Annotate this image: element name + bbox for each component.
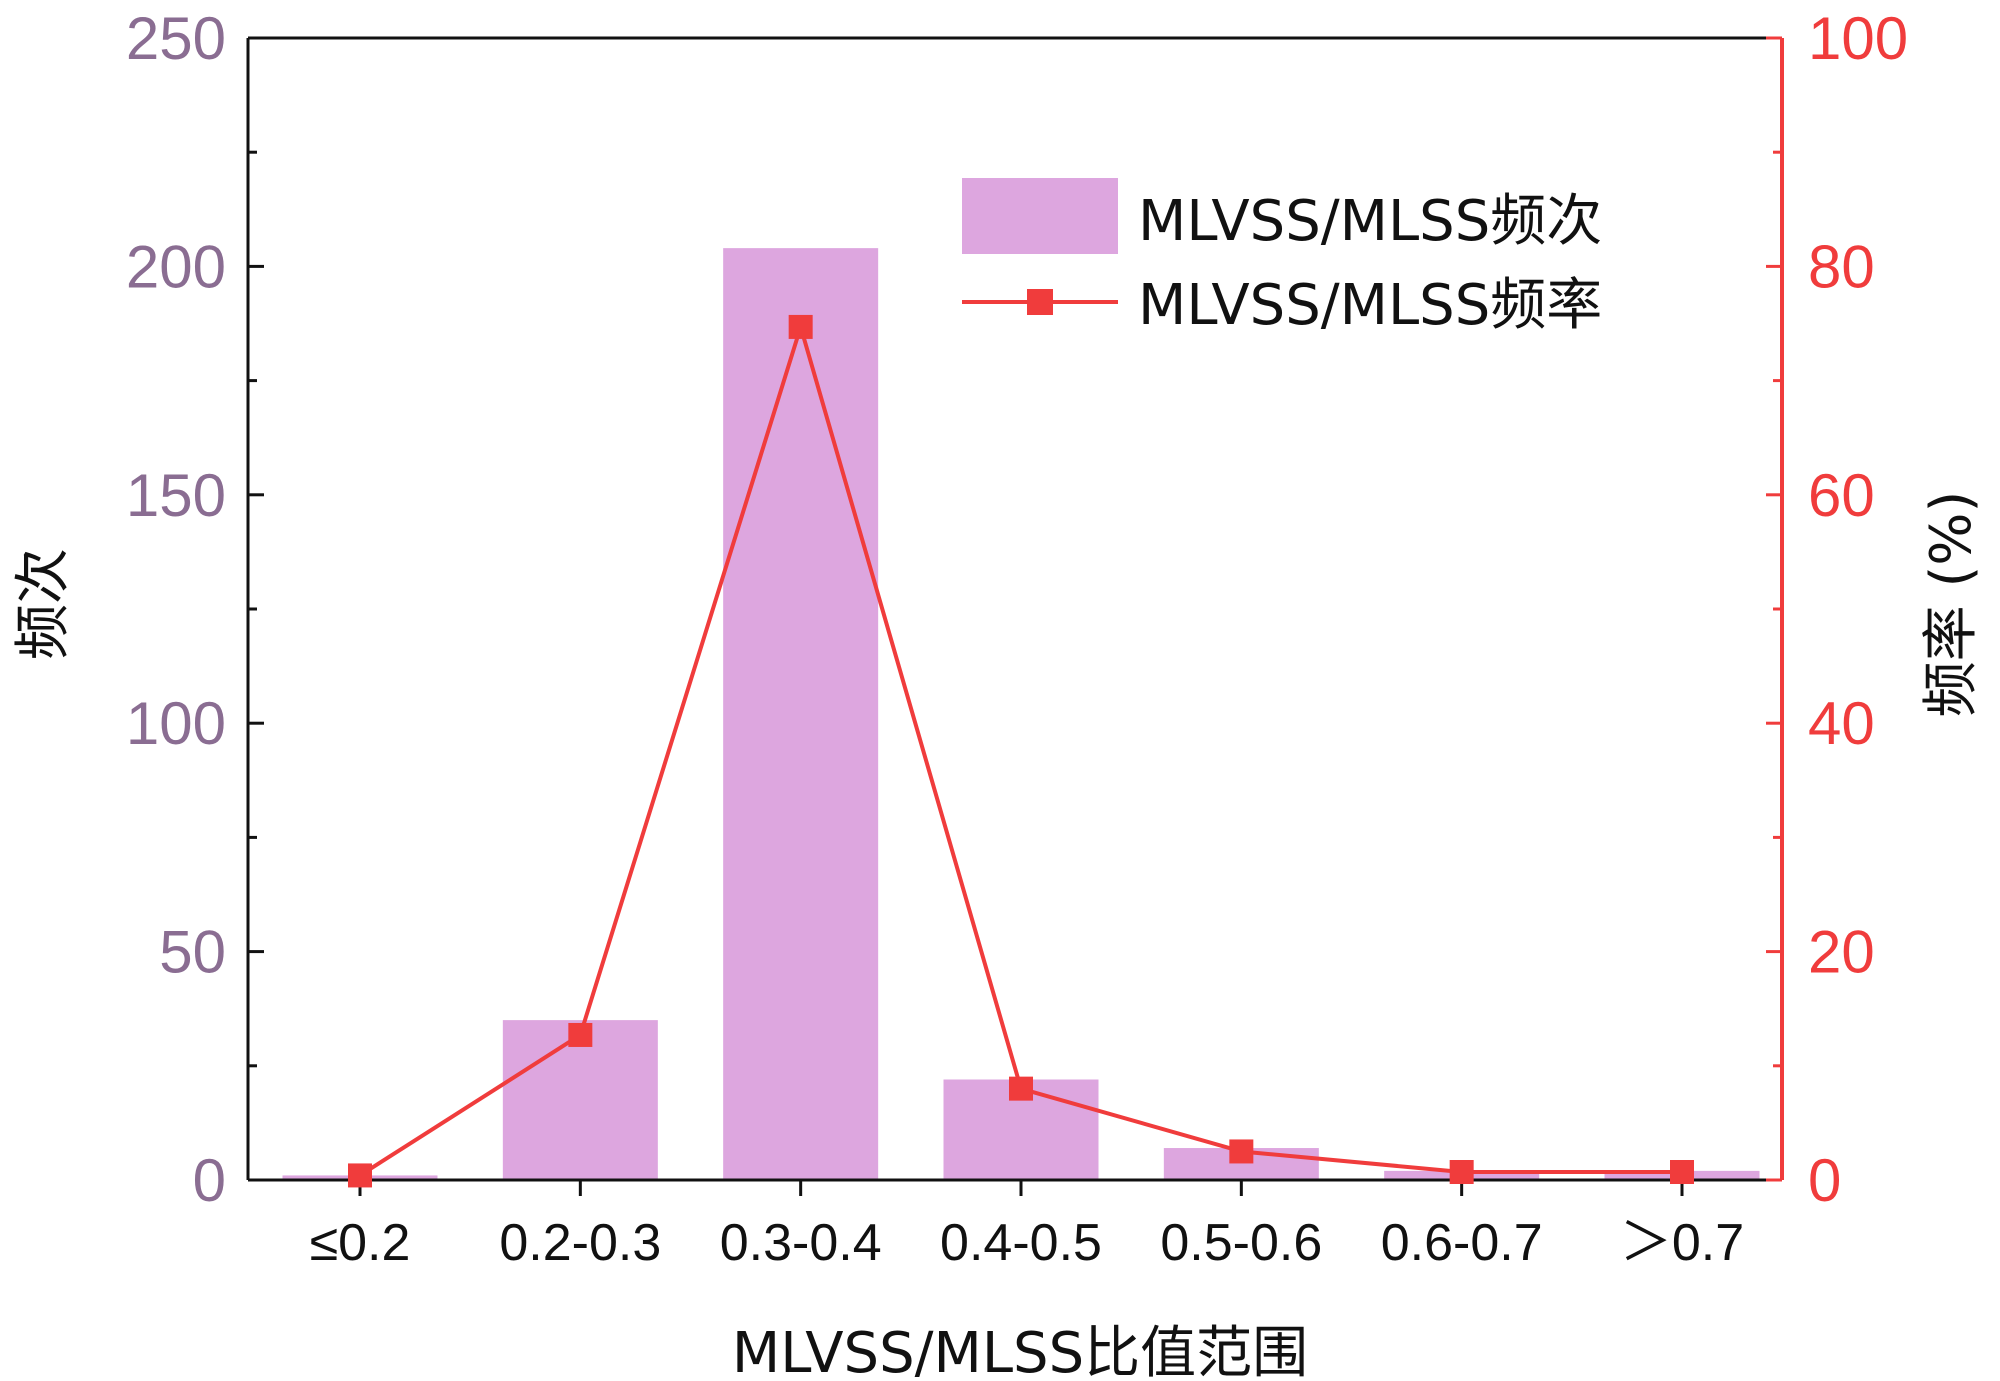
left-tick-label-4: 200 xyxy=(126,233,226,300)
right-tick-label-5: 100 xyxy=(1808,5,1908,72)
right-tick-label-1: 20 xyxy=(1808,919,1875,986)
legend-bar-swatch xyxy=(962,178,1118,254)
frequency-marker-0 xyxy=(348,1163,372,1188)
x-tick-label-0: ≤0.2 xyxy=(310,1214,411,1272)
legend-bar-label: MLVSS/MLSS频次 xyxy=(1138,189,1602,254)
bar-2 xyxy=(723,248,879,1181)
right-y-axis-title: 频率 (%) xyxy=(1919,491,1984,718)
left-tick-label-5: 250 xyxy=(126,5,226,72)
right-tick-label-0: 0 xyxy=(1808,1147,1841,1214)
frequency-marker-2 xyxy=(788,314,813,339)
line-series xyxy=(348,314,1694,1188)
frequency-marker-6 xyxy=(1670,1160,1694,1185)
frequency-marker-4 xyxy=(1229,1139,1254,1164)
x-tick-label-5: 0.6-0.7 xyxy=(1381,1214,1543,1272)
bar-series xyxy=(282,248,1760,1181)
frequency-marker-3 xyxy=(1009,1076,1033,1101)
frequency-marker-5 xyxy=(1449,1160,1474,1185)
legend-line-marker xyxy=(1027,289,1053,315)
legend-line-label: MLVSS/MLSS频率 xyxy=(1138,273,1602,338)
legend: MLVSS/MLSS频次 MLVSS/MLSS频率 xyxy=(962,178,1602,338)
left-y-axis-title: 频次 xyxy=(11,548,76,660)
x-tick-label-2: 0.3-0.4 xyxy=(720,1214,882,1272)
x-axis: ≤0.2 0.2-0.3 0.3-0.4 0.4-0.5 0.5-0.6 0.6-0.7 ＞… xyxy=(310,1180,1744,1272)
right-y-axis: 0 20 40 60 80 100 xyxy=(1766,5,1908,1214)
x-axis-title: MLVSS/MLSS比值范围 xyxy=(732,1321,1308,1381)
x-tick-label-1: 0.2-0.3 xyxy=(499,1214,661,1272)
x-tick-label-4: 0.5-0.6 xyxy=(1160,1214,1322,1272)
right-tick-label-4: 80 xyxy=(1808,233,1875,300)
left-tick-label-2: 100 xyxy=(126,690,226,757)
frequency-line xyxy=(358,324,1682,1178)
right-tick-label-3: 60 xyxy=(1808,462,1875,529)
left-tick-label-1: 50 xyxy=(159,919,226,986)
right-tick-label-2: 40 xyxy=(1808,690,1875,757)
left-tick-label-0: 0 xyxy=(193,1147,226,1214)
x-tick-label-6: ＞0.7 xyxy=(1620,1214,1744,1272)
x-tick-label-3: 0.4-0.5 xyxy=(940,1214,1102,1272)
frequency-marker-1 xyxy=(568,1022,593,1047)
left-tick-label-3: 150 xyxy=(126,462,226,529)
left-y-axis: 0 50 100 150 200 250 xyxy=(126,5,264,1214)
